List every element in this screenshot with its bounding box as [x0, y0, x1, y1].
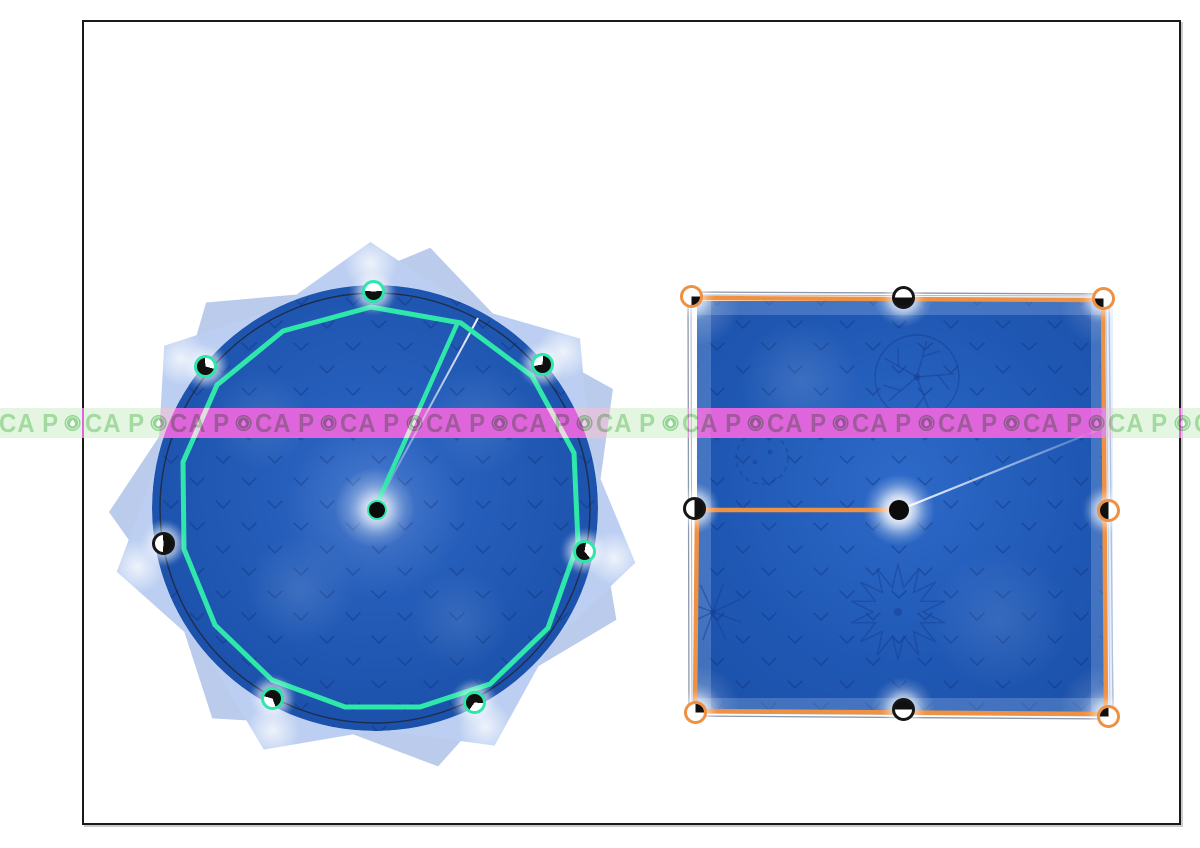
node-handle[interactable] — [572, 539, 596, 563]
node-handle[interactable] — [1096, 704, 1120, 728]
node-handle[interactable] — [1091, 286, 1115, 310]
burst-sketch — [850, 563, 946, 661]
node-handle[interactable] — [260, 686, 284, 710]
node-handle[interactable] — [361, 279, 385, 303]
circle-center-handle[interactable] — [367, 500, 387, 520]
watermark-magenta-band — [0, 408, 1200, 438]
node-handle[interactable] — [530, 352, 554, 376]
node-handle[interactable] — [679, 284, 703, 308]
node-handle[interactable] — [682, 496, 706, 520]
node-handle[interactable] — [193, 354, 217, 378]
fern-sketch — [697, 583, 742, 641]
node-handle[interactable] — [462, 690, 486, 714]
square-angle-white-line — [898, 426, 1104, 512]
node-handle[interactable] — [683, 700, 707, 724]
node-handle[interactable] — [151, 531, 175, 555]
node-handle[interactable] — [891, 285, 915, 309]
node-handle[interactable] — [891, 697, 915, 721]
square-center-handle[interactable] — [889, 500, 909, 520]
node-handle[interactable] — [1096, 498, 1120, 522]
